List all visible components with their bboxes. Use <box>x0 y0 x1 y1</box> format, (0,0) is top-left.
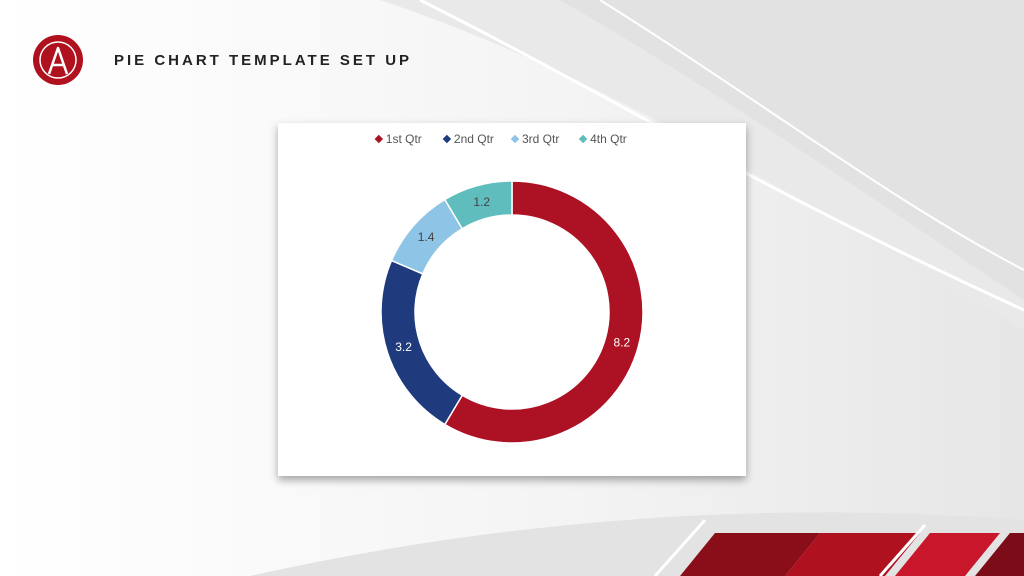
data-label-4th-qtr: 1.2 <box>473 195 490 209</box>
circle-a-logo-icon <box>33 35 83 85</box>
donut-chart: 1st Qtr 2nd Qtr 3rd Qtr 4th Qtr 8.2 3.2 1.4 1.… <box>374 132 644 444</box>
slice-1st-qtr <box>443 180 644 444</box>
legend-label-3rd-qtr: 3rd Qtr <box>522 132 559 146</box>
legend-swatch-2nd-qtr <box>442 134 452 144</box>
slice-2nd-qtr <box>380 259 464 426</box>
slide-title: PIE CHART TEMPLATE SET UP <box>114 52 413 69</box>
legend-label-1st-qtr: 1st Qtr <box>386 132 422 146</box>
data-label-1st-qtr: 8.2 <box>614 335 631 349</box>
chart-data-labels: 8.2 3.2 1.4 1.2 <box>395 195 630 354</box>
data-label-3rd-qtr: 1.4 <box>418 230 435 244</box>
legend-label-4th-qtr: 4th Qtr <box>590 132 627 146</box>
legend-swatch-1st-qtr <box>374 134 384 144</box>
legend-swatch-3rd-qtr <box>510 134 520 144</box>
data-label-2nd-qtr: 3.2 <box>395 340 412 354</box>
chart-slices <box>380 180 644 444</box>
chart-legend: 1st Qtr 2nd Qtr 3rd Qtr 4th Qtr <box>374 132 627 146</box>
slice-4th-qtr <box>443 180 513 230</box>
legend-swatch-4th-qtr <box>578 134 588 144</box>
legend-label-2nd-qtr: 2nd Qtr <box>454 132 494 146</box>
chart-card: 1st Qtr 2nd Qtr 3rd Qtr 4th Qtr 8.2 3.2 1.4 1.… <box>278 123 746 476</box>
